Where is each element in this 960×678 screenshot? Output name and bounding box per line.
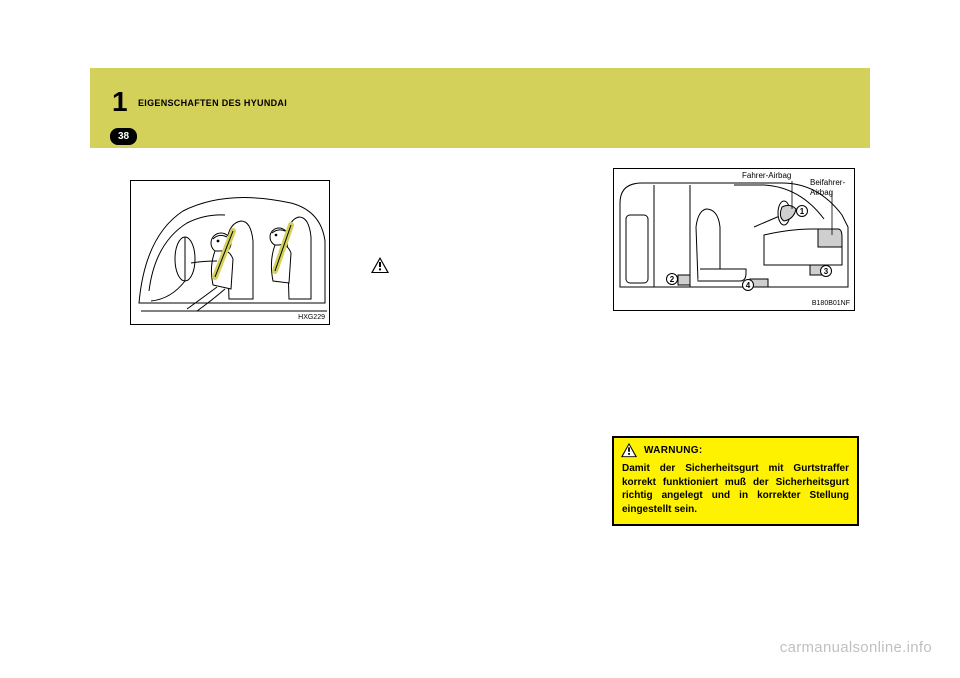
page-number-badge: 38 — [110, 128, 137, 145]
section-title: EIGENSCHAFTEN DES HYUNDAI — [138, 98, 287, 108]
figure-code: HXG229 — [298, 314, 325, 321]
watermark: carmanualsonline.info — [780, 639, 932, 656]
callout-4: 4 — [742, 279, 754, 291]
warning-body: Damit der Sicherheitsgurt mit Gurtstraff… — [614, 460, 857, 524]
passenger-airbag-label-1: Beifahrer- — [810, 179, 845, 188]
warning-heading: WARNUNG: — [644, 445, 703, 456]
warning-header: WARNUNG: — [614, 438, 857, 460]
passenger-airbag-label-2: Airbag — [810, 189, 833, 198]
seatbelt-illustration: HXG229 — [130, 180, 330, 325]
warning-box: WARNUNG: Damit der Sicherheitsgurt mit G… — [612, 436, 859, 526]
warning-icon — [620, 442, 638, 458]
section-number: 1 — [112, 88, 134, 116]
warning-icon — [370, 256, 390, 274]
driver-airbag-label: Fahrer-Airbag — [742, 172, 791, 181]
manual-page: 1 EIGENSCHAFTEN DES HYUNDAI 38 — [0, 0, 960, 678]
header-band: 1 EIGENSCHAFTEN DES HYUNDAI 38 — [90, 68, 870, 148]
callout-1: 1 — [796, 205, 808, 217]
callout-2: 2 — [666, 273, 678, 285]
seatbelt-illustration-svg — [131, 181, 331, 326]
callout-3: 3 — [820, 265, 832, 277]
airbag-system-illustration: Fahrer-Airbag Beifahrer- Airbag 1 2 3 4 … — [613, 168, 855, 311]
figure-code: B180B01NF — [812, 300, 850, 307]
